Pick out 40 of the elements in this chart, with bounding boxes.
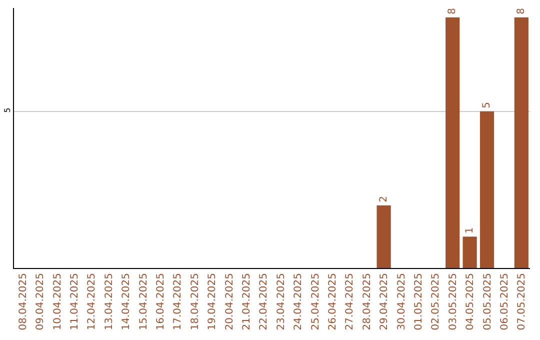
data-label: 2 [378,196,390,202]
x-tick-label: 04.05.2025 [465,273,476,330]
x-tick-label: 27.04.2025 [344,273,356,330]
x-tick-label: 10.04.2025 [52,273,64,330]
x-tick-label: 25.04.2025 [310,273,322,330]
data-label: 8 [516,8,527,14]
x-tick-label: 18.04.2025 [190,273,201,330]
x-tick-label: 30.04.2025 [396,273,408,330]
x-tick-label: 08.04.2025 [18,273,29,330]
x-tick-label: 16.04.2025 [155,273,166,330]
bar [462,236,477,268]
x-tick-label: 15.04.2025 [138,273,150,330]
x-tick-label: 01.05.2025 [413,273,424,330]
x-tick-label: 19.04.2025 [207,273,218,330]
x-tick-label: 26.04.2025 [327,273,338,330]
x-tick-label: 22.04.2025 [258,273,270,330]
x-tick-label: 07.05.2025 [516,273,528,330]
x-tick-label: 17.04.2025 [172,273,184,330]
x-tick-label: 12.04.2025 [86,273,98,330]
x-tick-label: 20.04.2025 [224,273,236,330]
bar [446,17,460,268]
x-tick-label: 28.04.2025 [362,273,373,330]
x-tick-label: 06.05.2025 [499,273,510,330]
x-tick-label: 09.04.2025 [35,273,46,330]
bar [514,17,528,268]
data-label: 1 [464,227,476,234]
data-label: 5 [482,102,492,108]
x-tick-label: 21.04.2025 [241,273,252,330]
x-tick-label: 11.04.2025 [69,273,80,330]
bar [376,205,391,268]
x-tick-label: 13.04.2025 [104,273,115,330]
x-tick-label: 14.04.2025 [121,273,132,330]
x-tick-label: 05.05.2025 [482,273,494,330]
x-tick-label: 03.05.2025 [448,273,459,330]
x-tick-label: 02.05.2025 [430,273,442,330]
bar [480,111,494,268]
x-tick-label: 29.04.2025 [379,273,390,330]
x-tick-label: 23.04.2025 [276,273,287,330]
x-tick-label: 24.04.2025 [293,273,304,330]
data-label: 8 [447,8,458,14]
